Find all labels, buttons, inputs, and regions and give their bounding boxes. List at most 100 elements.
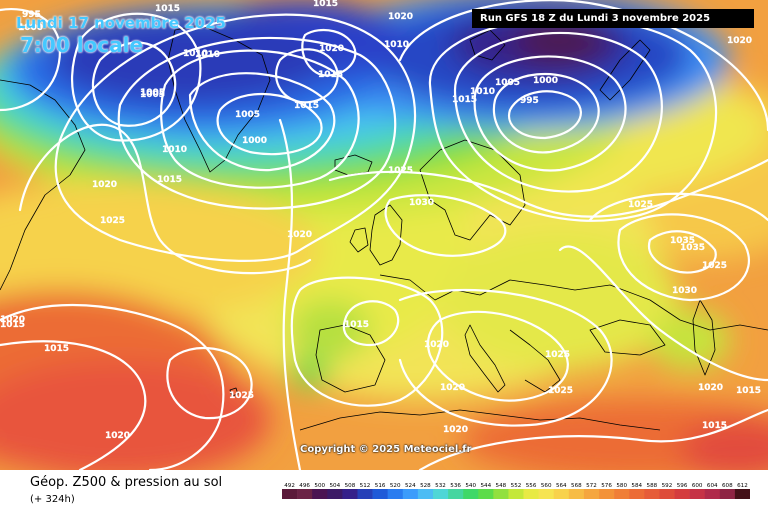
scale-swatch [659, 489, 675, 499]
scale-label: 576 [601, 483, 612, 489]
scale-swatch [644, 489, 660, 499]
scale-swatch [704, 489, 721, 499]
isobar-label: 1020 [105, 431, 130, 441]
isobar-label: 1000 [533, 76, 558, 86]
scale-label: 568 [571, 483, 582, 489]
isobar-1020-iberia [290, 276, 444, 407]
isobar-label: 1005 [495, 78, 520, 88]
scale-swatch [614, 489, 630, 499]
scale-swatch [478, 489, 494, 499]
isobar-1015-biscay [342, 300, 400, 347]
isobar-label: 1015 [294, 101, 319, 111]
scale-label: 508 [345, 483, 356, 489]
isobar-labels: 995 1000 1005 1010 1010 1015 1015 1020 1… [0, 0, 761, 441]
scale-swatch [357, 489, 373, 499]
scale-label: 492 [284, 483, 295, 489]
ireland-coast [349, 227, 369, 253]
scale-label: 520 [390, 483, 401, 489]
scale-label: 540 [465, 483, 476, 489]
scale-swatch [417, 489, 434, 499]
isobar-1020-east [398, 0, 768, 132]
isobars [0, 0, 768, 470]
scale-label: 580 [616, 483, 627, 489]
scale-swatch [538, 489, 555, 499]
isobar-label: 1010 [183, 49, 208, 59]
copyright-notice: Copyright © 2025 Meteociel.fr [300, 444, 472, 455]
isobar-label: 995 [520, 96, 539, 106]
legend-footer: Géop. Z500 & pression au sol (+ 324h) 49… [0, 470, 768, 512]
scale-swatch [342, 489, 358, 499]
scale-swatch [387, 489, 404, 499]
forecast-time: 7:00 locale [20, 33, 144, 57]
isobar-label: 1020 [388, 12, 413, 22]
africa-coast [299, 409, 661, 431]
isobar-label: 1030 [409, 198, 434, 208]
scale-swatch [553, 489, 570, 499]
scale-label: 496 [299, 483, 310, 489]
isobar-label: 1010 [195, 50, 220, 60]
isobar-label: 1010 [384, 40, 409, 50]
scale-swatch [432, 489, 449, 499]
scale-swatch [689, 489, 706, 499]
forecast-lead-time: (+ 324h) [30, 494, 75, 505]
scale-swatch [282, 489, 298, 499]
isobar-label: 1010 [162, 145, 187, 155]
isobar-1020-east-2 [558, 245, 768, 382]
isobar-label: 1015 [736, 386, 761, 396]
isobar-label: 1025 [388, 166, 413, 176]
scale-swatch [523, 489, 539, 499]
scale-swatch [493, 489, 509, 499]
europe-coast [379, 274, 768, 331]
forecast-date: Lundi 17 novembre 2025 [16, 14, 226, 32]
italy-coast [464, 324, 506, 393]
scale-swatch [508, 489, 524, 499]
iberia-coast [315, 324, 386, 393]
canaries [229, 387, 239, 397]
isobar-label: 1000 [242, 136, 267, 146]
isobar-1020-canada [0, 7, 62, 112]
isobar-1030-central [384, 194, 507, 257]
isobar-label: 1025 [628, 200, 653, 210]
scale-label: 600 [692, 483, 703, 489]
isobar-1025-central [328, 158, 768, 218]
model-run-label: Run GFS 18 Z du Lundi 3 novembre 2025 [472, 9, 754, 28]
isobar-1000-norway [492, 72, 600, 154]
isobar-label: 1020 [727, 36, 752, 46]
isobar-1015-west-south [0, 340, 147, 470]
isobar-1020-mediterranean [398, 288, 613, 427]
isobar-1015-iceland [117, 36, 397, 210]
isobar-1025-west [18, 123, 312, 275]
isobar-label: 1020 [424, 340, 449, 350]
isobar-1010-iceland [160, 49, 360, 189]
isobar-1035-east [647, 230, 717, 274]
scandinavia-coast [419, 139, 526, 241]
isobar-1020-atlantic [278, 118, 302, 470]
isobar-label: 1015 [0, 320, 25, 330]
isobar-1020-west [54, 13, 417, 262]
scale-label: 572 [586, 483, 597, 489]
isobar-label: 1000 [18, 23, 43, 33]
scale-label: 548 [496, 483, 507, 489]
isobar-1005-norway [473, 55, 627, 172]
scale-label: 536 [450, 483, 461, 489]
isobar-label: 1015 [44, 344, 69, 354]
isobar-label: 1025 [545, 350, 570, 360]
svalbard-coast [469, 29, 506, 61]
isobar-1015-greenland [274, 48, 339, 104]
scale-label: 552 [511, 483, 522, 489]
scale-label: 532 [435, 483, 446, 489]
isobar-label: 1015 [313, 0, 338, 9]
scale-swatch [599, 489, 615, 499]
scale-label: 544 [480, 483, 491, 489]
greenland-coast [167, 24, 271, 173]
isobar-label: 1005 [235, 110, 260, 120]
isobar-label: 1010 [470, 87, 495, 97]
isobar-label: 1020 [319, 44, 344, 54]
isobar-label: 1035 [680, 243, 705, 253]
color-scale: 492 496 500 504 508 512 516 520 524 528 532 536 540 5… [282, 483, 750, 499]
scale-label: 516 [375, 483, 386, 489]
isobar-1025-mediterranean [426, 310, 569, 402]
scale-label: 556 [526, 483, 537, 489]
scale-label: 504 [329, 483, 340, 489]
